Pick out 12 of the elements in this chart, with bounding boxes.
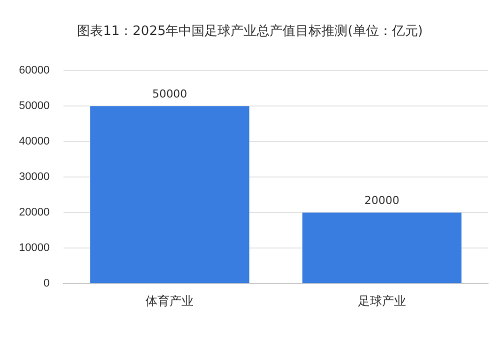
data-label: 50000 xyxy=(152,87,188,100)
x-tick-label: 足球产业 xyxy=(358,294,406,308)
y-tick-label: 20000 xyxy=(18,206,50,219)
y-tick-label: 40000 xyxy=(18,136,50,148)
y-tick-label: 30000 xyxy=(18,171,50,184)
y-tick-label: 0 xyxy=(43,278,50,290)
x-tick-label: 体育产业 xyxy=(146,294,194,308)
y-tick-label: 10000 xyxy=(18,242,50,254)
chart-title: 图表11：2025年中国足球产业总产值目标推测(单位：亿元) xyxy=(76,23,424,40)
y-tick-label: 60000 xyxy=(18,64,50,77)
data-label: 20000 xyxy=(364,194,400,207)
y-tick-label: 50000 xyxy=(18,100,50,112)
